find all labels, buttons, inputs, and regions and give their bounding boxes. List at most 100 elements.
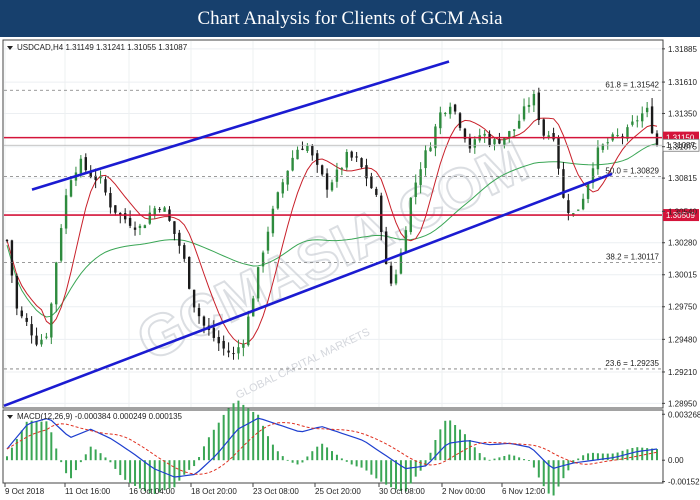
macd-histogram-bar — [651, 448, 654, 461]
candle-body — [35, 335, 38, 345]
macd-histogram-bar — [498, 457, 501, 461]
candle-body — [202, 316, 206, 326]
fib-level-label: 23.6 = 1.29235 — [605, 359, 659, 368]
candle-body — [394, 274, 398, 284]
candle-body — [311, 146, 314, 156]
macd-histogram-bar — [109, 460, 112, 463]
candle-body — [463, 128, 467, 140]
macd-histogram-bar — [70, 460, 73, 479]
candle-body — [79, 158, 83, 174]
macd-histogram-bar — [626, 449, 629, 461]
candle-body — [94, 175, 97, 180]
macd-histogram-bar — [488, 459, 491, 461]
candle-body — [508, 131, 511, 139]
candle-body — [232, 353, 235, 355]
macd-histogram-bar — [50, 432, 53, 461]
candle-body — [69, 180, 73, 197]
time-tick-label: 9 Oct 2018 — [5, 487, 45, 496]
macd-histogram-bar — [577, 458, 580, 461]
macd-histogram-bar — [424, 460, 427, 466]
candle-body — [370, 176, 373, 189]
price-tick-label: 1.29210 — [668, 368, 697, 377]
macd-histogram-bar — [193, 460, 196, 467]
ma-slow-line — [6, 143, 658, 318]
macd-histogram-bar — [503, 456, 506, 461]
macd-collapse-icon[interactable] — [7, 415, 13, 419]
macd-histogram-bar — [473, 447, 476, 461]
candle-body — [458, 113, 462, 128]
candle-body — [389, 265, 393, 284]
candle-body — [547, 135, 550, 138]
candle-body — [488, 133, 491, 146]
candle-body — [148, 212, 152, 224]
macd-histogram-bar — [198, 457, 201, 461]
candle-body — [30, 324, 33, 336]
candle-body — [586, 183, 590, 199]
macd-histogram-bar — [395, 460, 398, 490]
macd-histogram-bar — [390, 460, 393, 488]
candle-body — [104, 179, 107, 193]
macd-histogram-bar — [124, 460, 127, 480]
candle-body — [453, 104, 457, 112]
candle-body — [537, 92, 541, 121]
macd-histogram-bar — [99, 453, 102, 461]
macd-histogram-bar — [331, 451, 333, 461]
candle-body — [606, 142, 609, 144]
macd-histogram-bar — [104, 457, 107, 461]
candle-body — [178, 232, 181, 246]
macd-panel — [2, 409, 664, 484]
macd-histogram-bar — [316, 446, 319, 461]
macd-histogram-bar — [552, 460, 555, 496]
macd-histogram-bar — [262, 425, 265, 461]
candle-body — [153, 208, 156, 215]
candle-body — [252, 298, 255, 317]
candle-body — [468, 137, 472, 149]
macd-histogram-bar — [606, 453, 609, 461]
macd-histogram-bar — [227, 408, 230, 461]
fib-level-label: 50.0 = 1.30829 — [605, 166, 659, 175]
time-tick-label: 16 Oct 04:00 — [129, 487, 175, 496]
candle-body — [197, 308, 201, 317]
candle-body — [256, 267, 260, 299]
macd-histogram-bar — [340, 458, 343, 461]
time-tick-label: 23 Oct 08:00 — [253, 487, 299, 496]
candle-body — [59, 228, 63, 261]
candle-body — [498, 139, 501, 144]
time-tick-label: 30 Oct 08:00 — [379, 487, 425, 496]
candle-body — [109, 193, 112, 208]
time-tick-label: 18 Oct 20:00 — [191, 487, 237, 496]
moving-averages — [6, 117, 658, 345]
macd-histogram-bar — [527, 460, 530, 462]
candle-body — [247, 316, 250, 346]
macd-histogram-bar — [178, 460, 181, 481]
macd-indicator: 0.003268 0.00 -0.00152 — [6, 400, 700, 496]
candle-body — [572, 213, 575, 216]
macd-histogram-bar — [79, 460, 82, 463]
candle-body — [306, 146, 309, 151]
candle-body — [320, 165, 324, 175]
candle-body — [5, 240, 9, 242]
price-tick-label: 1.28950 — [668, 399, 697, 408]
price-tick-label: 1.30815 — [668, 174, 697, 183]
candle-body — [375, 188, 378, 195]
candle-body — [542, 119, 545, 136]
macd-histogram-bar — [74, 460, 77, 471]
price-levels: 61.8 = 1.31542 50.0 = 1.30829 38.2 = 1.301… — [4, 80, 662, 370]
macd-histogram-bar — [276, 451, 279, 461]
candle-body — [183, 245, 186, 259]
candle-body — [212, 327, 216, 338]
macd-histogram-bar — [242, 404, 245, 461]
macd-histogram-bar — [641, 447, 644, 461]
macd-histogram-bar — [281, 456, 284, 461]
candle-body — [562, 169, 565, 198]
candle-body — [493, 139, 496, 145]
candle-body — [350, 151, 353, 158]
candle-body — [138, 225, 142, 229]
macd-histogram-bar — [168, 460, 171, 489]
macd-histogram-bar — [572, 460, 575, 464]
macd-histogram-bar — [375, 460, 378, 479]
candle-body — [10, 240, 14, 276]
macd-histogram-bar — [547, 460, 550, 494]
macd-histogram-bar — [158, 460, 161, 492]
collapse-triangle-icon[interactable] — [7, 46, 13, 50]
